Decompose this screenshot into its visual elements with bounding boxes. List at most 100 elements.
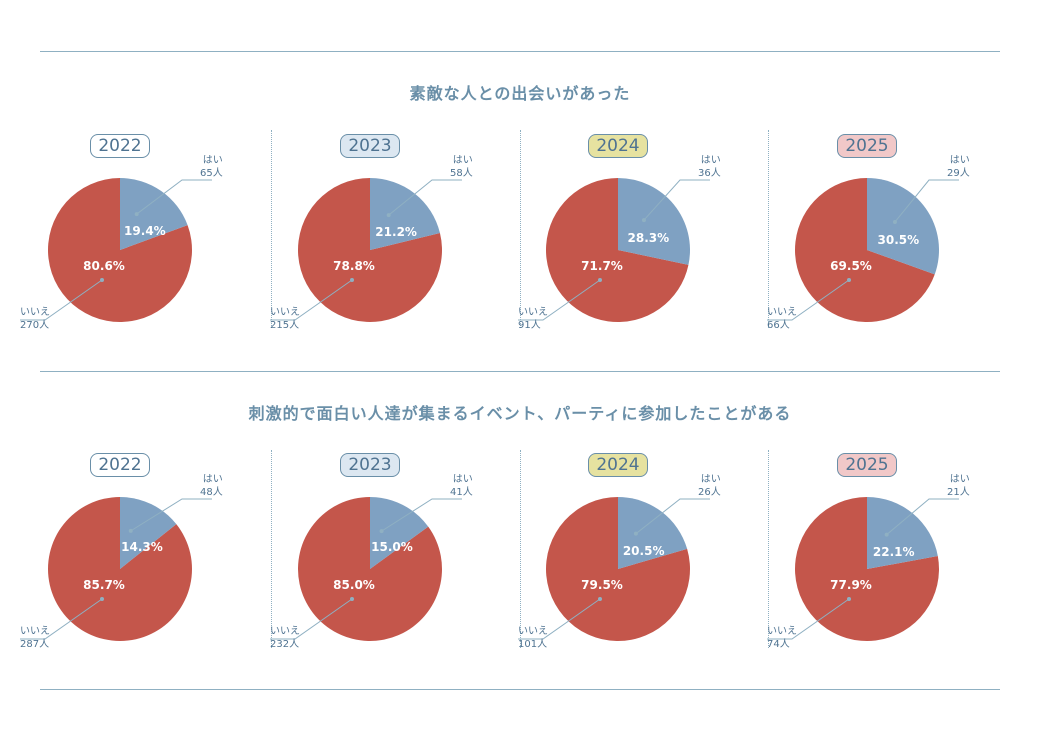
leader-line-yes (136, 179, 212, 215)
leader-dot-no (598, 597, 602, 601)
no-text: いいえ (767, 307, 797, 318)
year-badge: 2022 (90, 134, 150, 158)
legend-label-no: いいえ 101人 (518, 625, 548, 651)
leader-line-yes (388, 179, 462, 216)
pct-label-no: 80.6% (83, 259, 125, 273)
yes-count: 26人 (698, 487, 721, 498)
legend-label-yes: はい 26人 (698, 473, 721, 499)
separator (271, 450, 272, 648)
yes-count: 58人 (450, 168, 473, 179)
middle-divider (40, 371, 1000, 372)
pie-slice-yes (120, 178, 188, 250)
pct-label-yes: 30.5% (877, 233, 920, 248)
section-title-2: 刺激的で面白い人達が集まるイベント、パーティに参加したことがある (248, 404, 792, 423)
pie-chart (518, 497, 710, 641)
yes-text: はい (452, 155, 473, 166)
no-text: いいえ (518, 307, 548, 318)
leader-dot-yes (379, 529, 384, 534)
pie-panel-2022: 2022 14.3% 85.7% はい 48人 いいえ 287人 (20, 453, 268, 663)
legend-label-yes: はい 41人 (450, 473, 473, 499)
separator (520, 130, 521, 328)
yes-text: はい (202, 155, 223, 166)
pie-chart (20, 178, 212, 322)
pie-panel-2025: 2025 22.1% 77.9% はい 21人 いいえ 74人 (767, 453, 1015, 663)
legend-label-yes: はい 65人 (200, 154, 223, 180)
no-text: いいえ (767, 626, 797, 637)
year-badge: 2025 (837, 134, 897, 158)
legend-label-yes: はい 29人 (947, 154, 970, 180)
pie-slice-no (48, 497, 193, 641)
leader-line-no (270, 598, 353, 640)
yes-text: はい (700, 474, 721, 485)
legend-label-no: いいえ 91人 (518, 306, 548, 332)
pie-chart (270, 178, 462, 322)
pct-label-yes: 14.3% (121, 540, 163, 555)
yes-text: はい (949, 474, 970, 485)
leader-line-no (767, 279, 850, 321)
legend-label-yes: はい 58人 (450, 154, 473, 180)
pct-label-no: 85.0% (333, 578, 375, 592)
no-count: 232人 (270, 639, 300, 650)
yes-count: 48人 (200, 487, 223, 498)
yes-text: はい (700, 155, 721, 166)
pie-slice-no (546, 178, 689, 322)
pct-label-no: 77.9% (830, 578, 872, 592)
separator (271, 130, 272, 328)
year-badge: 2025 (837, 453, 897, 477)
yes-count: 29人 (947, 168, 970, 179)
leader-line-yes (643, 179, 710, 221)
no-text: いいえ (270, 626, 300, 637)
pie-panel-2025: 2025 30.5% 69.5% はい 29人 いいえ 66人 (767, 134, 1015, 344)
pie-slice-yes (867, 178, 939, 275)
no-text: いいえ (20, 307, 50, 318)
yes-text: はい (452, 474, 473, 485)
pie-slice-yes (120, 497, 177, 569)
leader-line-yes (381, 498, 462, 532)
leader-dot-no (100, 597, 104, 601)
top-divider (40, 51, 1000, 52)
pie-slice-yes (370, 497, 429, 569)
bottom-divider (40, 689, 1000, 690)
pie-panel-2024: 2024 28.3% 71.7% はい 36人 いいえ 91人 (518, 134, 766, 344)
leader-line-yes (886, 498, 959, 536)
legend-label-no: いいえ 287人 (20, 625, 50, 651)
no-text: いいえ (270, 307, 300, 318)
no-count: 270人 (20, 320, 50, 331)
leader-line-no (767, 598, 850, 640)
legend-label-yes: はい 21人 (947, 473, 970, 499)
leader-line-no (518, 598, 601, 640)
leader-dot-yes (641, 218, 646, 223)
year-badge: 2022 (90, 453, 150, 477)
yes-count: 36人 (698, 168, 721, 179)
leader-dot-no (350, 278, 354, 282)
legend-label-yes: はい 48人 (200, 473, 223, 499)
pie-panel-2023: 2023 15.0% 85.0% はい 41人いいえ 232人 (270, 453, 518, 663)
pct-label-no: 78.8% (333, 259, 375, 273)
pct-label-yes: 15.0% (371, 540, 413, 555)
leader-dot-yes (633, 531, 638, 536)
leader-dot-no (350, 597, 354, 601)
leader-line-no (20, 598, 103, 640)
year-badge: 2023 (340, 134, 400, 158)
year-badge: 2024 (588, 453, 648, 477)
no-count: 91人 (518, 320, 541, 331)
leader-dot-no (847, 278, 851, 282)
year-badge: 2023 (340, 453, 400, 477)
yes-count: 65人 (200, 168, 223, 179)
no-count: 66人 (767, 320, 790, 331)
no-text: いいえ (20, 626, 50, 637)
legend-label-no: いいえ 270人 (20, 306, 50, 332)
legend-label-yes: はい 36人 (698, 154, 721, 180)
leader-dot-no (847, 597, 851, 601)
pie-chart (767, 178, 959, 322)
pie-chart (767, 497, 959, 641)
pct-label-yes: 20.5% (622, 543, 665, 558)
leader-line-yes (635, 498, 710, 535)
leader-dot-no (598, 278, 602, 282)
yes-count: 21人 (947, 487, 970, 498)
pie-slice-yes (370, 178, 440, 250)
no-count: 101人 (518, 639, 548, 650)
legend-label-no: いいえ 232人 (270, 625, 300, 651)
pie-panel-2024: 2024 20.5% 79.5% はい 26人 いいえ 101人 (518, 453, 766, 663)
no-text: いいえ (518, 626, 548, 637)
